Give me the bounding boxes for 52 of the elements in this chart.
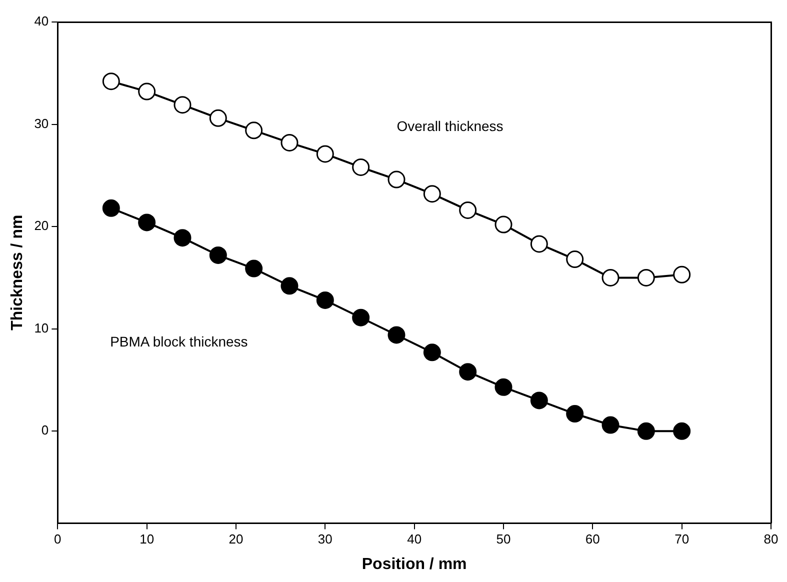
x-tick-label: 0 (54, 532, 62, 547)
point (209, 109, 227, 127)
point (566, 405, 584, 423)
point (494, 216, 512, 234)
point (423, 344, 441, 362)
point (102, 199, 120, 217)
x-tick-label: 10 (140, 532, 154, 547)
x-tick-label: 50 (496, 532, 511, 547)
point (174, 96, 192, 114)
point (209, 246, 227, 264)
x-tick-label: 70 (674, 532, 690, 547)
annotation: PBMA block thickness (110, 334, 248, 350)
point (316, 291, 334, 309)
x-tick-label: 60 (585, 532, 600, 547)
point (245, 260, 263, 278)
point (388, 170, 406, 188)
point (280, 134, 298, 152)
point (566, 250, 584, 268)
point (459, 363, 477, 381)
y-tick-label: 40 (34, 14, 49, 29)
point (138, 82, 156, 100)
point (280, 277, 298, 295)
point (673, 422, 691, 440)
x-tick-label: 80 (764, 532, 778, 547)
point (494, 378, 512, 396)
point (459, 201, 477, 219)
point (602, 416, 620, 434)
point (637, 422, 655, 440)
point (174, 229, 192, 247)
point (352, 158, 370, 176)
point (352, 308, 370, 326)
point (637, 268, 655, 286)
y-axis-title: Thickness / nm (9, 214, 26, 330)
point (388, 326, 406, 344)
x-tick-label: 20 (228, 532, 244, 547)
y-tick-label: 0 (41, 422, 49, 438)
x-axis-title: Position / mm (362, 556, 467, 573)
point (530, 235, 548, 253)
point (316, 145, 334, 163)
annotation: Overall thickness (396, 118, 504, 134)
x-tick-label: 30 (318, 532, 332, 547)
y-tick-label: 30 (34, 116, 49, 131)
point (530, 392, 548, 410)
point (602, 268, 620, 286)
point (138, 214, 156, 232)
point (245, 122, 263, 140)
y-tick-label: 20 (34, 218, 49, 234)
point (423, 185, 441, 203)
point (673, 266, 691, 284)
y-tick-label: 10 (34, 320, 49, 336)
x-tick-label: 40 (407, 532, 422, 547)
point (102, 72, 120, 90)
